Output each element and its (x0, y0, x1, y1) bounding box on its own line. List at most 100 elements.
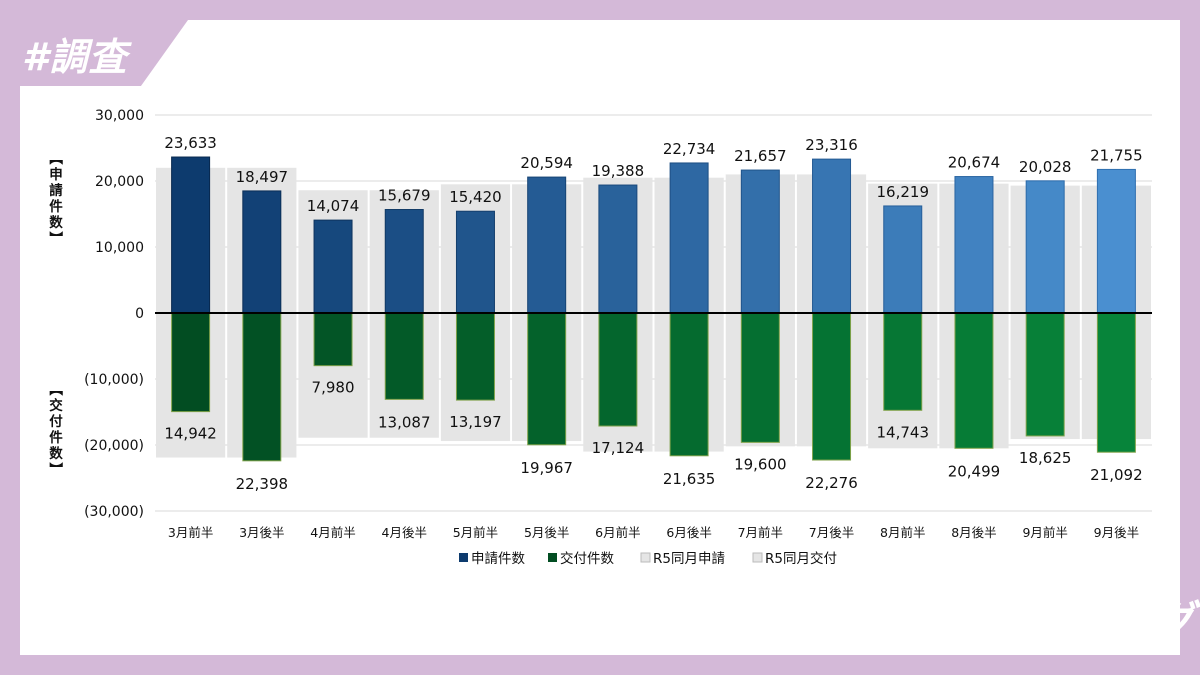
y-tick-label-5: (20,000) (84, 438, 144, 454)
grant-value-label-13: 21,092 (1090, 466, 1143, 484)
y-tick-label-6: (30,000) (84, 504, 144, 520)
x-tick-label-4: 5月前半 (453, 525, 498, 540)
application-value-label-5: 20,594 (520, 154, 573, 172)
x-tick-label-3: 4月後半 (382, 525, 427, 540)
ylabel-top-char-1: 申 (49, 166, 63, 183)
grant-bar-10 (883, 312, 923, 411)
grant-bar-8 (740, 312, 780, 443)
application-bar-5 (527, 176, 567, 314)
ylabel-top-char-4: 数 (49, 214, 63, 231)
legend-swatch-3 (752, 552, 763, 563)
y-axis-titles: 【申請件数】【交付件数】 (47, 151, 63, 476)
x-tick-label-12: 9月前半 (1022, 525, 1067, 540)
grant-bar-0 (171, 312, 211, 413)
x-tick-label-6: 6月前半 (595, 525, 640, 540)
grant-bar-2 (313, 312, 353, 367)
ylabel-top-char-2: 請 (49, 182, 63, 199)
ylabel-bottom-char-4: 数 (49, 445, 63, 462)
grant-value-label-10: 14,743 (877, 423, 930, 441)
legend: 申請件数 交付件数 R5同月申請 R5同月交付 (459, 550, 837, 567)
application-bar-10 (883, 205, 923, 314)
grant-value-label-7: 21,635 (663, 470, 716, 488)
grant-value-label-1: 22,398 (236, 475, 289, 493)
x-tick-label-13: 9月後半 (1094, 525, 1139, 540)
legend-label-0: 申請件数 (471, 551, 525, 567)
application-value-label-7: 22,734 (663, 140, 716, 158)
grant-value-label-2: 7,980 (312, 379, 355, 397)
grant-bar-11 (954, 312, 994, 449)
legend-swatch-0 (459, 553, 468, 562)
y-tick-label-3: 0 (135, 306, 144, 322)
y-tick-label-1: 20,000 (95, 174, 144, 190)
legend-label-3: R5同月交付 (765, 550, 837, 567)
application-bar-13 (1096, 168, 1136, 314)
application-value-label-13: 21,755 (1090, 146, 1143, 164)
x-tick-label-7: 6月後半 (666, 525, 711, 540)
logo-sub-text: 新建 (962, 596, 975, 624)
application-bar-2 (313, 219, 353, 314)
y-tick-label-4: (10,000) (84, 372, 144, 388)
ylabel-bottom-char-1: 交 (49, 397, 63, 414)
ylabel-bottom-char-3: 件 (49, 429, 63, 446)
category-tag-label: #調査 (22, 35, 128, 79)
grant-value-label-6: 17,124 (592, 439, 645, 457)
x-tick-label-2: 4月前半 (310, 525, 355, 540)
application-bar-12 (1025, 180, 1065, 314)
ylabel-bottom-char-2: 付 (49, 413, 63, 430)
application-bar-8 (740, 169, 780, 314)
application-value-label-4: 15,420 (449, 188, 502, 206)
application-bar-7 (669, 162, 709, 314)
application-bar-0 (171, 156, 211, 314)
legend-label-2: R5同月申請 (653, 551, 725, 567)
legend-label-1: 交付件数 (560, 550, 614, 567)
application-value-label-3: 15,679 (378, 187, 431, 205)
grant-bar-9 (812, 312, 852, 461)
grant-value-label-9: 22,276 (805, 474, 858, 492)
grant-value-label-3: 13,087 (378, 413, 431, 431)
ylabel-bottom-char-0: 【 (47, 382, 63, 396)
legend-swatch-2 (640, 552, 651, 563)
ylabel-top-char-0: 【 (47, 151, 63, 165)
logo-text: ハウジング (982, 597, 1194, 648)
grant-value-label-12: 18,625 (1019, 449, 1072, 467)
grant-value-label-4: 13,197 (449, 413, 502, 431)
data-labels: 23,633 14,942 18,497 22,398 14,074 7,980 15,67… (164, 134, 1142, 493)
source-label: 国交省 (36, 608, 144, 648)
axes: 30,000 20,000 10,000 0 (10,000) (20,000) (30,0… (84, 108, 1152, 540)
application-value-label-6: 19,388 (592, 162, 645, 180)
y-tick-label-0: 30,000 (95, 108, 144, 124)
application-value-label-10: 16,219 (877, 183, 930, 201)
grant-value-label-0: 14,942 (164, 425, 217, 443)
application-value-label-1: 18,497 (236, 168, 289, 186)
grant-bar-5 (527, 312, 567, 446)
application-bar-9 (812, 158, 852, 314)
x-tick-label-11: 8月後半 (951, 525, 996, 540)
ylabel-bottom-char-5: 】 (47, 462, 63, 476)
x-tick-label-10: 8月前半 (880, 525, 925, 540)
application-value-label-9: 23,316 (805, 136, 858, 154)
application-value-label-12: 20,028 (1019, 158, 1072, 176)
x-tick-label-0: 3月前半 (168, 525, 213, 540)
application-bar-11 (954, 176, 994, 314)
grant-value-label-5: 19,967 (520, 459, 573, 477)
application-bar-6 (598, 184, 638, 314)
logo-tagline: SHINKEN HOUSING (985, 638, 1058, 645)
application-value-label-2: 14,074 (307, 197, 360, 215)
grant-bar-6 (598, 312, 638, 427)
x-tick-label-8: 7月前半 (738, 525, 783, 540)
grant-bar-4 (455, 312, 495, 401)
grant-bar-13 (1096, 312, 1136, 453)
x-tick-label-5: 5月後半 (524, 525, 569, 540)
x-tick-label-9: 7月後半 (809, 525, 854, 540)
grant-bar-1 (242, 312, 282, 462)
application-value-label-0: 23,633 (164, 134, 217, 152)
application-bar-1 (242, 190, 282, 314)
application-value-label-8: 21,657 (734, 147, 787, 165)
ylabel-top-char-3: 件 (49, 198, 63, 215)
grant-bar-3 (384, 312, 424, 400)
y-tick-label-2: 10,000 (95, 240, 144, 256)
ylabel-top-char-5: 】 (47, 231, 63, 245)
grant-bar-12 (1025, 312, 1065, 437)
grant-value-label-8: 19,600 (734, 455, 787, 473)
